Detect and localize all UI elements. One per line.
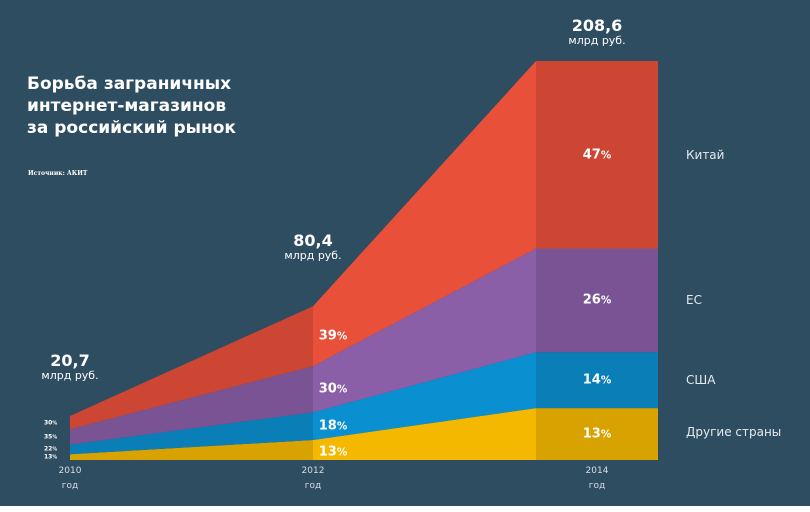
x-tick-label-2010: 2010 год — [59, 464, 82, 494]
pct-label-2012-usa: 18% — [318, 418, 348, 434]
area-segment-2010-2012-china — [70, 306, 313, 430]
x-tick-label-2012: 2012 год — [302, 464, 325, 494]
area-segment-2012-2014-eu — [313, 248, 536, 413]
title-line-2: интернет-магазинов — [27, 96, 227, 116]
legend-item-eu: ЕС — [686, 293, 702, 308]
pct-label-2012-eu: 30% — [318, 381, 348, 397]
area-segment-2010-2012-eu — [70, 366, 313, 445]
total-unit: млрд руб. — [284, 249, 342, 262]
area-block-2014-eu — [536, 248, 658, 353]
title-line-1: Борьба заграничных — [27, 74, 232, 94]
area-block-2014-other — [536, 408, 658, 460]
total-unit: млрд руб. — [41, 369, 99, 382]
title-line-3: за российский рынок — [27, 118, 236, 138]
total-unit: млрд руб. — [568, 34, 626, 47]
area-block-2014-usa — [536, 352, 658, 409]
area-segment-2012-2014-china — [313, 61, 536, 367]
pct-label-2014-usa: 14% — [582, 372, 612, 388]
total-label-2012: 80,4 млрд руб. — [284, 232, 341, 262]
total-value: 20,7 — [50, 351, 90, 370]
source-note: Источник: АКИТ — [28, 170, 88, 177]
x-tick-label-2014: 2014 год — [586, 464, 609, 494]
area-segment-2010-2012-usa — [70, 412, 313, 455]
area-block-2014-china — [536, 61, 658, 249]
x-tick-sublabel: год — [304, 481, 322, 491]
legend-item-china: Китай — [686, 147, 725, 162]
area-segment-2012-2014-usa — [313, 352, 536, 441]
pct-label-2012-other: 13% — [318, 444, 348, 460]
legend-item-other: Другие страны — [686, 425, 782, 440]
x-tick-year: 2014 — [585, 466, 609, 476]
pct-label-2010-china: 30% — [44, 419, 58, 427]
x-tick-sublabel: год — [61, 481, 79, 491]
x-tick-year: 2012 — [301, 466, 325, 476]
pct-label-2014-eu: 26% — [582, 292, 612, 308]
pct-label-2014-china: 47% — [582, 147, 612, 163]
legend-item-usa: США — [686, 373, 716, 388]
total-label-2010: 20,7 млрд руб. — [41, 352, 98, 382]
pct-label-2010-eu: 35% — [44, 433, 58, 441]
total-value: 208,6 — [571, 16, 623, 35]
total-label-2014: 208,6 млрд руб. — [568, 17, 625, 47]
pct-label-2010-usa: 22% — [44, 445, 58, 453]
pct-label-2014-other: 13% — [582, 426, 612, 442]
area-segment-2010-2012-other — [70, 440, 313, 460]
area-segment-2012-2014-other — [313, 408, 536, 460]
x-tick-year: 2010 — [58, 466, 82, 476]
pct-label-2012-china: 39% — [318, 328, 348, 344]
chart-title: Борьба заграничных интернет-магазинов за… — [27, 73, 236, 139]
x-tick-sublabel: год — [588, 481, 606, 491]
total-value: 80,4 — [293, 231, 333, 250]
pct-label-2010-other: 13% — [44, 453, 58, 461]
